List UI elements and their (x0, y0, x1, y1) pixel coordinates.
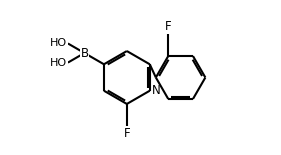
Text: N: N (151, 84, 160, 97)
Text: HO: HO (50, 58, 67, 68)
Text: F: F (165, 20, 171, 33)
Text: B: B (80, 46, 89, 60)
Text: F: F (124, 127, 130, 140)
Text: HO: HO (50, 38, 67, 49)
